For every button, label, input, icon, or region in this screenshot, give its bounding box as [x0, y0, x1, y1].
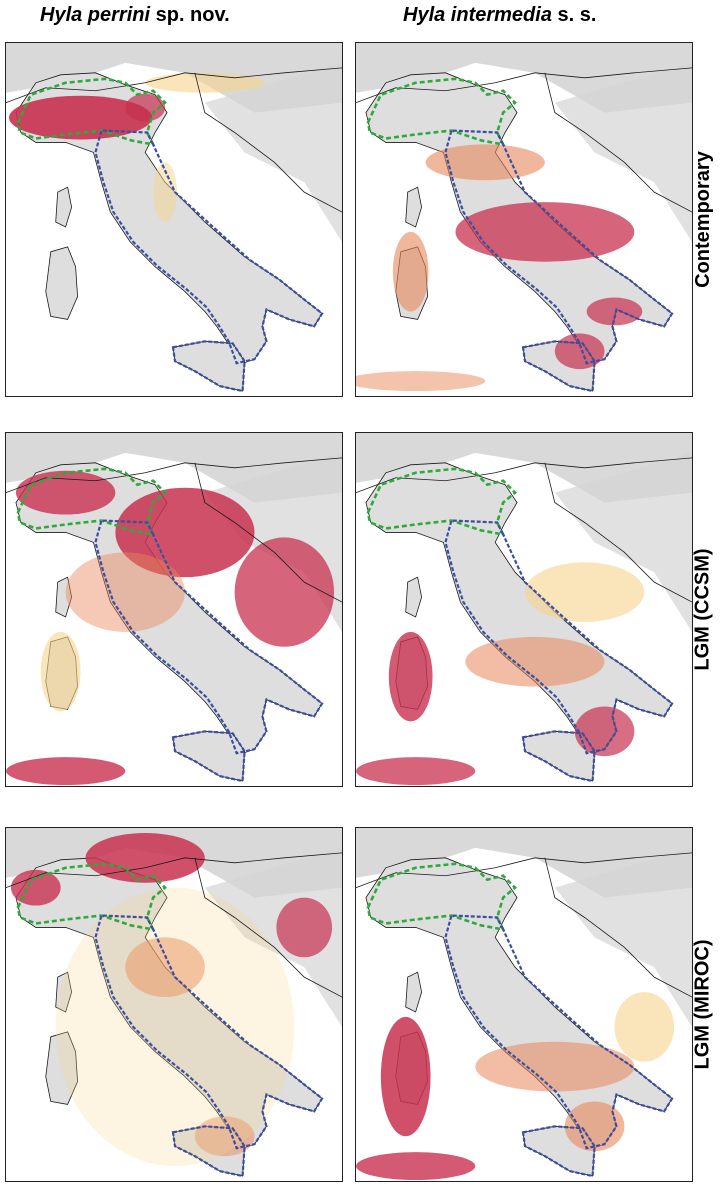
species-name: Hyla perrini: [40, 4, 151, 26]
northern-range-outline: [366, 862, 517, 932]
suitability-area: [234, 537, 335, 647]
balkan-terrain: [204, 847, 342, 1027]
suitability-area: [10, 869, 61, 906]
species-name: Hyla intermedia: [403, 4, 552, 26]
suitability-area: [380, 1016, 431, 1137]
suitability-area: [65, 552, 185, 632]
balkan-terrain: [554, 847, 692, 1027]
border-line: [544, 72, 692, 213]
suitability-area: [475, 1041, 635, 1092]
map-perrini-lgm-miroc: [5, 827, 343, 1182]
suitability-area: [356, 371, 486, 392]
species-suffix: sp. nov.: [150, 4, 230, 26]
suitability-area: [356, 1152, 476, 1181]
suitability-area: [586, 297, 643, 326]
suitability-area: [465, 636, 605, 687]
sicily-landmass: [172, 340, 245, 392]
map-canvas: [356, 828, 692, 1181]
balkan-terrain: [554, 452, 692, 632]
map-canvas: [6, 433, 342, 786]
suitability-area: [85, 832, 205, 883]
northern-range-outline: [366, 77, 517, 147]
map-intermedia-lgm-ccsm: [355, 432, 693, 787]
border-line: [194, 857, 342, 998]
suitability-area: [145, 72, 265, 93]
border-line: [544, 462, 692, 603]
border-line: [194, 462, 342, 603]
suitability-area: [6, 757, 126, 786]
border-line: [356, 852, 692, 889]
northern-range-outline: [16, 77, 167, 147]
column-title-hyla-intermedia: Hyla intermedia s. s.: [403, 4, 596, 27]
border-line: [6, 67, 342, 104]
suitability-area: [356, 757, 476, 786]
balkan-terrain: [554, 62, 692, 242]
map-intermedia-lgm-miroc: [355, 827, 693, 1182]
sicily-landmass: [522, 730, 595, 782]
suitability-area: [153, 162, 177, 222]
suitability-area: [125, 93, 166, 122]
suitability-area: [564, 1101, 625, 1152]
border-line: [544, 857, 692, 998]
suitability-area: [455, 202, 635, 262]
border-line: [6, 852, 342, 889]
corsica-landmass: [55, 186, 73, 228]
map-canvas: [6, 828, 342, 1178]
northern-range-outline: [16, 467, 167, 537]
border-line: [356, 457, 692, 494]
northern-range-outline: [16, 862, 167, 932]
corsica-landmass: [405, 971, 423, 1013]
map-perrini-lgm-ccsm: [5, 432, 343, 787]
suitability-area: [425, 144, 545, 181]
suitability-area: [388, 631, 433, 722]
suitability-area: [55, 887, 295, 1167]
suitability-area: [614, 992, 675, 1062]
column-title-hyla-perrini: Hyla perrini sp. nov.: [40, 4, 230, 27]
map-intermedia-contemporary: [355, 42, 693, 397]
balkan-terrain: [204, 62, 342, 242]
northern-range-outline: [366, 467, 517, 537]
border-line: [6, 457, 342, 494]
corsica-landmass: [405, 186, 423, 228]
border-line: [194, 72, 342, 213]
corsica-landmass: [55, 971, 73, 1013]
suitability-area: [524, 562, 645, 622]
sardinia-landmass: [45, 1031, 78, 1105]
map-canvas: [356, 43, 692, 393]
suitability-area: [15, 470, 116, 515]
map-canvas: [356, 433, 692, 786]
suitability-area: [276, 897, 333, 958]
suitability-area: [8, 95, 153, 140]
sardinia-landmass: [45, 246, 78, 320]
suitability-area: [554, 333, 605, 370]
corsica-landmass: [55, 576, 73, 618]
sicily-landmass: [172, 730, 245, 782]
border-line: [356, 67, 692, 104]
map-canvas: [6, 43, 342, 393]
corsica-landmass: [405, 576, 423, 618]
suitability-area: [392, 231, 429, 312]
map-perrini-contemporary: [5, 42, 343, 397]
suitability-area: [40, 631, 81, 712]
species-suffix: s. s.: [551, 4, 597, 26]
suitability-area: [125, 937, 205, 998]
